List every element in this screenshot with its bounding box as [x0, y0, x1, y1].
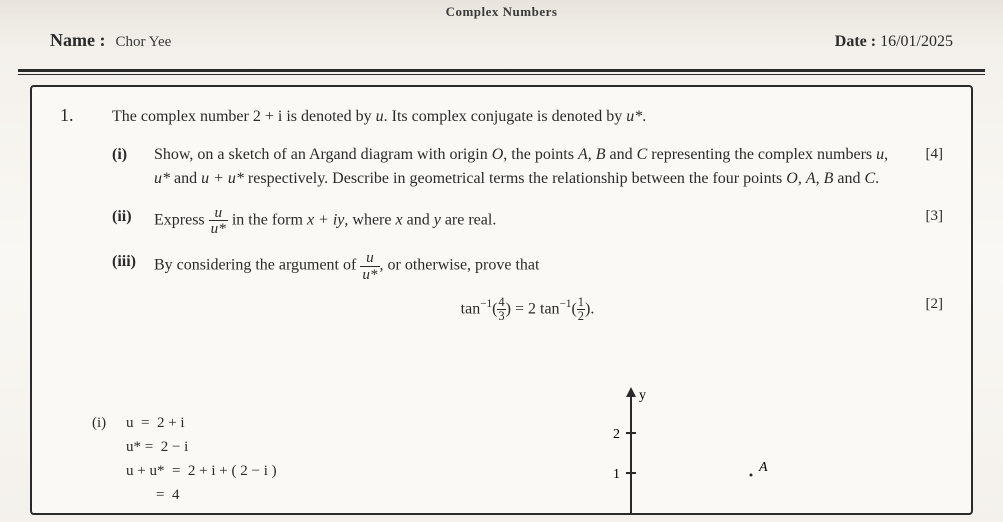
point-a-dot [750, 474, 753, 477]
pi-A: A [578, 146, 588, 163]
pi-c: and [606, 146, 637, 163]
eq-rhs-arg: 12 [577, 296, 585, 323]
pi-A2: A [806, 170, 816, 187]
part-iii-label: (iii) [112, 250, 146, 281]
pii-frac-d: u* [209, 221, 228, 236]
pi-d: representing the complex numbers [647, 146, 876, 163]
pii-frac-n: u [209, 205, 228, 221]
part-i: (i) Show, on a sketch of an Argand diagr… [112, 143, 943, 191]
pi-C2: C [864, 170, 875, 187]
symbol-u: u [376, 108, 384, 125]
name-value: Chor Yee [115, 34, 171, 51]
part-ii-label: (ii) [112, 205, 146, 236]
question-intro: The complex number 2 + i is denoted by u… [112, 105, 943, 129]
argand-sketch: y 2 1 A [591, 383, 811, 513]
eq-lhs-exp: −1 [480, 298, 492, 310]
piii-frac: uu* [360, 250, 379, 281]
date-block: Date : 16/01/2025 [835, 33, 953, 51]
pi-uplus: u + u* [201, 170, 244, 187]
hw-line-4: = 4 [126, 483, 179, 507]
question-frame: 1. The complex number 2 + i is denoted b… [30, 85, 973, 515]
part-i-text: Show, on a sketch of an Argand diagram w… [154, 143, 903, 191]
pi-O2: O [786, 170, 798, 187]
pi-g: and [833, 170, 864, 187]
piii-b: , or otherwise, prove that [380, 257, 540, 274]
part-ii: (ii) Express uu* in the form x + iy, whe… [112, 205, 943, 236]
pi-u: u [876, 146, 884, 163]
piii-frac-d: u* [360, 267, 379, 282]
name-label: Name : [50, 30, 105, 51]
pi-B2: B [824, 170, 834, 187]
question-row: 1. The complex number 2 + i is denoted b… [60, 105, 943, 333]
y-tick-2-label: 2 [613, 427, 620, 442]
piii-a: By considering the argument of [154, 257, 360, 274]
pii-c: , where [344, 211, 395, 228]
date-label: Date : [835, 33, 876, 50]
pii-x: x [395, 211, 402, 228]
pi-b: , the points [503, 146, 578, 163]
eq-rhs-exp: −1 [560, 298, 572, 310]
subject-title-fragment: Complex Numbers [446, 4, 558, 20]
pii-b: in the form [228, 211, 307, 228]
question-body: The complex number 2 + i is denoted by u… [112, 105, 943, 333]
name-block: Name : Chor Yee [50, 30, 171, 51]
pii-frac: uu* [209, 205, 228, 236]
eq-lhs-arg: 43 [497, 296, 505, 323]
part-i-label: (i) [112, 143, 146, 191]
part-ii-marks: [3] [926, 205, 944, 228]
part-iii-marks: [2] [926, 293, 944, 316]
eq-lhs-fn: tan [461, 300, 481, 317]
pii-d: and [403, 211, 434, 228]
question-number: 1. [60, 105, 82, 333]
eq-mid: = 2 tan [511, 300, 560, 317]
pii-a: Express [154, 211, 209, 228]
pi-e: and [170, 170, 201, 187]
pii-form: x + iy [307, 211, 344, 228]
eq-lhs-n: 4 [497, 296, 505, 310]
pii-y: y [434, 211, 441, 228]
point-a-label: A [758, 460, 768, 475]
handwritten-work: (i) u = 2 + i u* = 2 − i u + u* = 2 + i +… [92, 411, 277, 507]
y-axis-arrow-icon [626, 387, 636, 397]
eq-end: . [590, 300, 594, 317]
intro-text-c: . [642, 108, 646, 125]
pi-B: B [596, 146, 606, 163]
hw-line-2: u* = 2 − i [126, 435, 188, 459]
date-value: 16/01/2025 [880, 33, 953, 50]
piii-frac-n: u [360, 250, 379, 266]
pi-a: Show, on a sketch of an Argand diagram w… [154, 146, 492, 163]
pi-O: O [492, 146, 504, 163]
y-axis-label: y [639, 388, 646, 403]
hw-line-1: u = 2 + i [126, 411, 185, 435]
part-ii-text: Express uu* in the form x + iy, where x … [154, 205, 903, 236]
equation-line: tan−1(43) = 2 tan−1(12). [112, 296, 943, 323]
symbol-ustar: u* [626, 108, 642, 125]
part-i-marks: [4] [926, 143, 944, 166]
pi-h: . [875, 170, 879, 187]
eq-lhs-d: 3 [497, 310, 505, 323]
intro-text-b: . Its complex conjugate is denoted by [384, 108, 627, 125]
pi-f: respectively. Describe in geometrical te… [244, 170, 786, 187]
pi-ustar: u* [154, 170, 170, 187]
y-tick-1-label: 1 [613, 467, 620, 482]
hw-label: (i) [92, 411, 118, 435]
part-iii: (iii) By considering the argument of uu*… [112, 250, 943, 281]
hw-line-3: u + u* = 2 + i + ( 2 − i ) [126, 459, 277, 483]
pii-e: are real. [441, 211, 497, 228]
worksheet-page: { "top_fragment": "Complex Numbers", "he… [0, 0, 1003, 522]
pi-C: C [637, 146, 648, 163]
eq-rhs-d: 2 [577, 310, 585, 323]
header-divider [18, 69, 985, 75]
part-iii-text: By considering the argument of uu*, or o… [154, 250, 903, 281]
eq-rhs-n: 1 [577, 296, 585, 310]
intro-text-a: The complex number 2 + i is denoted by [112, 108, 376, 125]
